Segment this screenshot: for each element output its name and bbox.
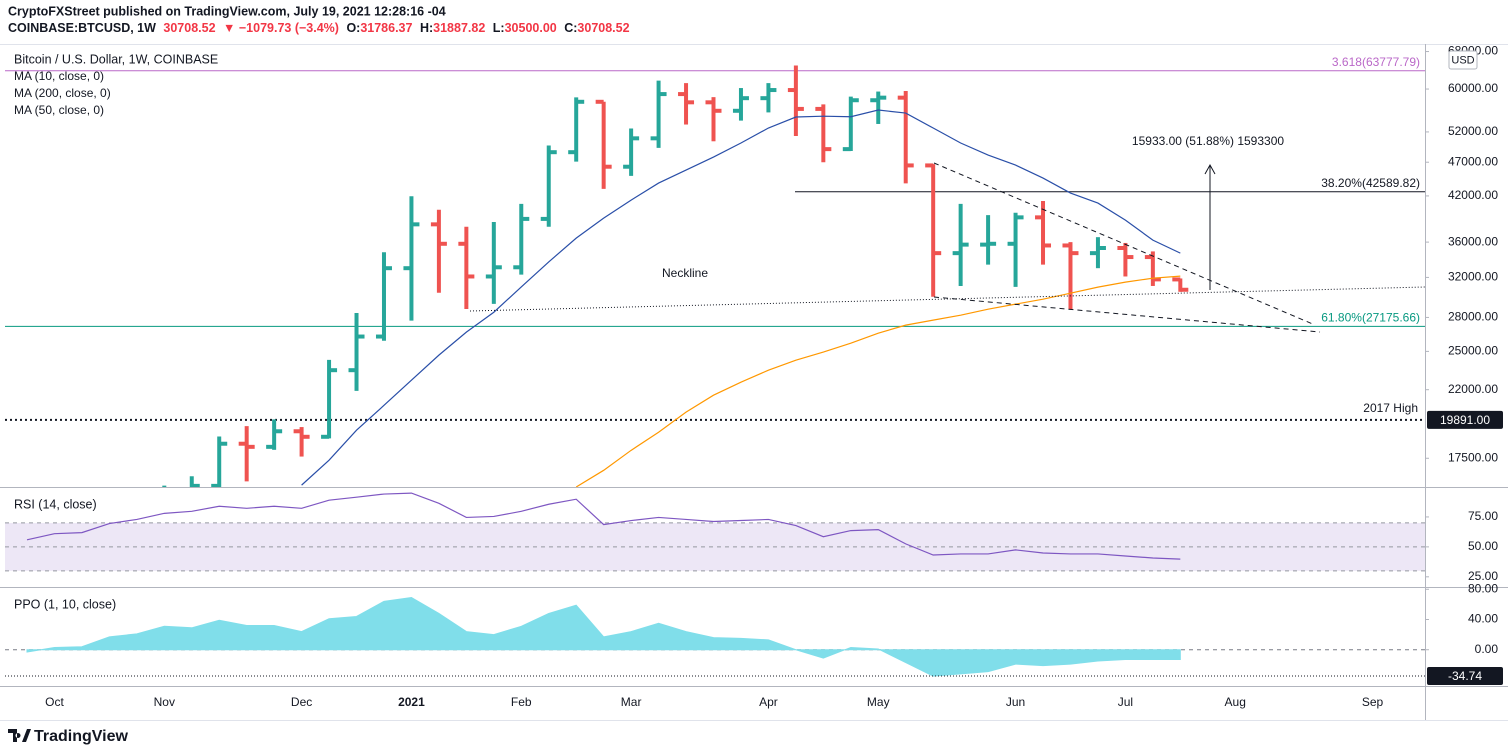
level-label: 3.618(63777.79) xyxy=(1332,55,1420,69)
ohlc-value: 31786.37 xyxy=(360,21,412,35)
ppo-plot xyxy=(5,597,1425,677)
y-tick-label: 25.00 xyxy=(1468,569,1498,583)
ppo-area xyxy=(26,597,1181,677)
x-tick-label: May xyxy=(867,695,890,709)
x-tick-label: Oct xyxy=(45,695,64,709)
ohlc-label: O: xyxy=(346,21,360,35)
rsi-band xyxy=(5,522,1425,571)
legend-entry: MA (50, close, 0) xyxy=(14,103,104,117)
y-tick-label: 50.00 xyxy=(1468,539,1498,553)
ma-line xyxy=(575,275,1181,487)
y-tick-label: 25000.00 xyxy=(1448,344,1498,358)
main-plot xyxy=(5,65,1425,487)
ohlc-value: 30500.00 xyxy=(505,21,557,35)
last-price: 30708.52 xyxy=(163,21,215,35)
rsi-line xyxy=(26,492,1181,560)
x-tick-label: Mar xyxy=(621,695,642,709)
price-tag-label: 19891.00 xyxy=(1440,413,1490,427)
x-tick-label: Jul xyxy=(1118,695,1133,709)
y-tick-label: 52000.00 xyxy=(1448,124,1498,138)
y-tick-label: 17500.00 xyxy=(1448,450,1498,464)
x-tick-label: Jun xyxy=(1006,695,1025,709)
currency-box xyxy=(1448,50,1478,70)
y-tick-label: 40.00 xyxy=(1468,612,1498,626)
y-tick-label: 75.00 xyxy=(1468,509,1498,523)
x-tick-label: Nov xyxy=(154,695,175,709)
x-tick-label: Feb xyxy=(511,695,532,709)
trendline xyxy=(933,296,1321,333)
y-tick-label: 28000.00 xyxy=(1448,310,1498,324)
ohlc-label: H: xyxy=(420,21,433,35)
x-tick-label: Apr xyxy=(759,695,778,709)
ohlc-value: 30708.52 xyxy=(577,21,629,35)
arrow-head xyxy=(1204,163,1216,175)
neckline-label: Neckline xyxy=(662,266,708,280)
y-tick-label: 32000.00 xyxy=(1448,270,1498,284)
level-label: 38.20%(42589.82) xyxy=(1321,176,1420,190)
author-line: CryptoFXStreet published on TradingView.… xyxy=(8,4,446,18)
level-label: 61.80%(27175.66) xyxy=(1321,311,1420,325)
x-tick-label: Aug xyxy=(1225,695,1246,709)
level-text: 2017 High xyxy=(1363,401,1418,415)
logo-text: TradingView xyxy=(34,728,129,745)
rsi-title: RSI (14, close) xyxy=(14,497,97,511)
logo: TradingView xyxy=(8,728,129,745)
legend-entry: MA (10, close, 0) xyxy=(14,69,104,83)
y-tick-label: 47000.00 xyxy=(1448,154,1498,168)
y-tick-label: 22000.00 xyxy=(1448,382,1498,396)
price-axis: 17500.00 22000.00 25000.00 28000.00 32000.00… xyxy=(1425,44,1503,685)
trendline xyxy=(933,162,1316,326)
symbol-line: COINBASE:BTCUSD, 1W 30708.52 ▼ −1079.73 … xyxy=(8,21,630,35)
price-tag-box xyxy=(1427,410,1503,429)
ppo-title: PPO (1, 10, close) xyxy=(14,597,116,611)
y-tick-label: 60000.00 xyxy=(1448,81,1498,95)
ohlc-label: C: xyxy=(564,21,577,35)
neckline xyxy=(469,286,1426,312)
ohlc-value: 31887.82 xyxy=(433,21,485,35)
logo-icon xyxy=(8,729,31,742)
rsi-plot xyxy=(5,492,1425,572)
x-tick-label: Sep xyxy=(1362,695,1384,709)
price-tag-box xyxy=(1427,666,1503,685)
ma-line xyxy=(301,109,1181,486)
price-tag-label: -34.74 xyxy=(1448,669,1482,683)
chart-title: Bitcoin / U.S. Dollar, 1W, COINBASE xyxy=(14,52,218,66)
legend-entry: MA (200, close, 0) xyxy=(14,86,111,100)
x-tick-label: Dec xyxy=(291,695,312,709)
x-tick-label: 2021 xyxy=(398,695,425,709)
y-tick-label: 36000.00 xyxy=(1448,234,1498,248)
y-tick-label: 80.00 xyxy=(1468,581,1498,595)
price-change: ▼ −1079.73 (−3.4%) xyxy=(223,21,339,35)
y-tick-label: 42000.00 xyxy=(1448,188,1498,202)
symbol: COINBASE:BTCUSD, 1W xyxy=(8,21,156,35)
ohlc-label: L: xyxy=(493,21,505,35)
currency-label: USD xyxy=(1451,54,1474,66)
measure-label: 15933.00 (51.88%) 1593300 xyxy=(1132,134,1284,148)
y-tick-label: 0.00 xyxy=(1475,642,1499,656)
